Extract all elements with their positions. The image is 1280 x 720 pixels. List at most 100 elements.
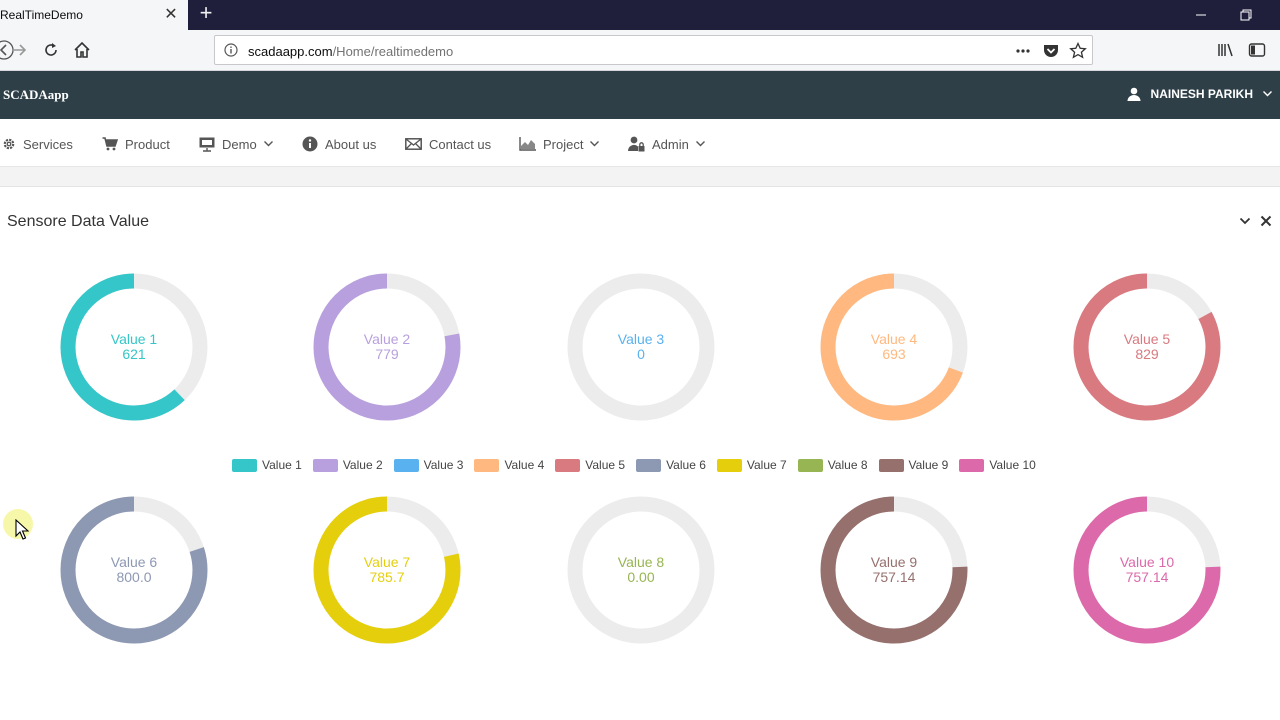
panel-title: Sensore Data Value — [7, 213, 150, 230]
menu-label: Demo — [222, 136, 257, 152]
donut-track — [567, 496, 715, 644]
donut-arc[interactable] — [60, 273, 208, 421]
info-icon — [302, 136, 318, 152]
close-icon[interactable] — [1259, 214, 1273, 228]
legend-swatch — [474, 458, 500, 472]
menu-item-about[interactable]: About us — [302, 135, 376, 153]
mouse-pointer-icon — [15, 519, 29, 540]
area-chart-icon — [519, 137, 536, 151]
donut-value-label: 785.7 — [369, 569, 405, 585]
user-name: NAINESH PARIKH — [1150, 87, 1253, 101]
sidebar-icon[interactable] — [1247, 40, 1267, 60]
legend-label: Value 6 — [666, 458, 706, 472]
bookmark-star-icon[interactable] — [1069, 42, 1087, 60]
legend-item[interactable]: Value 1 — [232, 457, 302, 473]
donut-arc[interactable] — [820, 273, 968, 421]
menu-item-project[interactable]: Project — [519, 135, 600, 153]
browser-tab[interactable]: RealTimeDemo ✕ — [0, 0, 188, 30]
legend-item[interactable]: Value 6 — [636, 457, 706, 473]
legend-item[interactable]: Value 3 — [393, 457, 463, 473]
menu-item-services[interactable]: Services — [2, 135, 73, 153]
donut-gauge: Value 4 693 — [814, 267, 974, 427]
menu-label: Project — [543, 136, 584, 152]
donut-name-label: Value 4 — [870, 331, 918, 347]
reload-icon[interactable] — [41, 40, 61, 60]
menu-label: About us — [325, 136, 377, 152]
restore-icon[interactable] — [1238, 7, 1254, 23]
donut-gauge: Value 9 757.14 — [814, 490, 974, 650]
user-menu[interactable]: NAINESH PARIKH — [1127, 87, 1272, 101]
legend-item[interactable]: Value 2 — [312, 457, 383, 473]
legend-swatch — [797, 458, 823, 472]
forward-icon[interactable] — [9, 40, 29, 60]
gear-icon — [3, 138, 15, 150]
legend-label: Value 4 — [504, 458, 545, 472]
site-info-icon[interactable] — [224, 43, 238, 57]
donut-gauge: Value 6 800.0 — [54, 490, 214, 650]
donut-name-label: Value 10 — [1119, 554, 1175, 570]
donut-value-label: 757.14 — [1125, 569, 1169, 585]
legend-swatch — [959, 458, 985, 472]
donut-arc[interactable] — [60, 496, 208, 644]
site-header: SCADAapp NAINESH PARIKH — [0, 71, 1280, 119]
legend-label: Value 5 — [585, 458, 626, 472]
pocket-icon[interactable] — [1042, 42, 1060, 60]
donut-arc[interactable] — [313, 273, 461, 421]
donut-svg — [313, 273, 461, 421]
donut-svg — [567, 273, 715, 421]
menu-item-contact[interactable]: Contact us — [405, 135, 491, 153]
legend-item[interactable]: Value 10 — [959, 457, 1036, 473]
legend-item[interactable]: Value 8 — [797, 457, 868, 473]
legend-swatch — [312, 458, 338, 472]
url-text[interactable]: scadaapp.com/Home/realtimedemo — [248, 44, 453, 59]
donut-svg — [313, 496, 461, 644]
donut-svg — [60, 496, 208, 644]
legend-label: Value 10 — [989, 458, 1036, 472]
main-menu: Services Product Demo About us Contact u… — [0, 119, 1280, 167]
donut-value-label: 779 — [375, 346, 399, 362]
user-lock-icon — [628, 136, 645, 152]
tab-close-icon[interactable]: ✕ — [164, 6, 178, 23]
donut-value-label: 829 — [1135, 346, 1159, 362]
legend-swatch — [232, 458, 257, 472]
browser-tab-bar: RealTimeDemo ✕ + — [0, 0, 1280, 30]
chevron-down-icon — [263, 141, 273, 147]
donut-arc[interactable] — [313, 496, 461, 644]
url-bar[interactable]: scadaapp.com/Home/realtimedemo — [214, 35, 1093, 65]
legend-item[interactable]: Value 5 — [555, 457, 625, 473]
donut-gauge: Value 7 785.7 — [307, 490, 467, 650]
collapse-icon[interactable] — [1238, 214, 1252, 228]
donut-value-label: 621 — [122, 346, 146, 362]
legend-swatch — [716, 458, 742, 472]
donut-svg — [60, 273, 208, 421]
donut-name-label: Value 8 — [617, 554, 665, 570]
page-actions-icon[interactable] — [1014, 42, 1032, 60]
donut-name-label: Value 6 — [110, 554, 158, 570]
brand-logo[interactable]: SCADAapp — [3, 87, 69, 102]
legend-item[interactable]: Value 7 — [716, 457, 787, 473]
donut-name-label: Value 9 — [870, 554, 918, 570]
donut-name-label: Value 5 — [1123, 331, 1171, 347]
donut-gauge: Value 2 779 — [307, 267, 467, 427]
legend-item[interactable]: Value 9 — [878, 457, 948, 473]
donut-arc[interactable] — [1073, 496, 1221, 644]
cart-icon — [102, 137, 118, 151]
legend-label: Value 1 — [262, 458, 302, 472]
donut-value-label: 0 — [637, 346, 645, 362]
donut-arc[interactable] — [1073, 273, 1221, 421]
donut-track — [567, 273, 715, 421]
home-icon[interactable] — [72, 40, 92, 60]
menu-item-product[interactable]: Product — [102, 135, 170, 153]
new-tab-icon[interactable]: + — [199, 0, 213, 25]
menu-label: Admin — [652, 136, 689, 152]
donut-svg — [1073, 273, 1221, 421]
menu-item-demo[interactable]: Demo — [199, 135, 273, 153]
library-icon[interactable] — [1216, 40, 1236, 60]
donut-svg — [567, 496, 715, 644]
menu-item-admin[interactable]: Admin — [628, 135, 705, 153]
legend-label: Value 2 — [342, 458, 383, 472]
minimize-icon[interactable] — [1193, 7, 1209, 23]
legend-item[interactable]: Value 4 — [474, 457, 544, 473]
donut-arc[interactable] — [820, 496, 968, 644]
donut-svg — [820, 273, 968, 421]
